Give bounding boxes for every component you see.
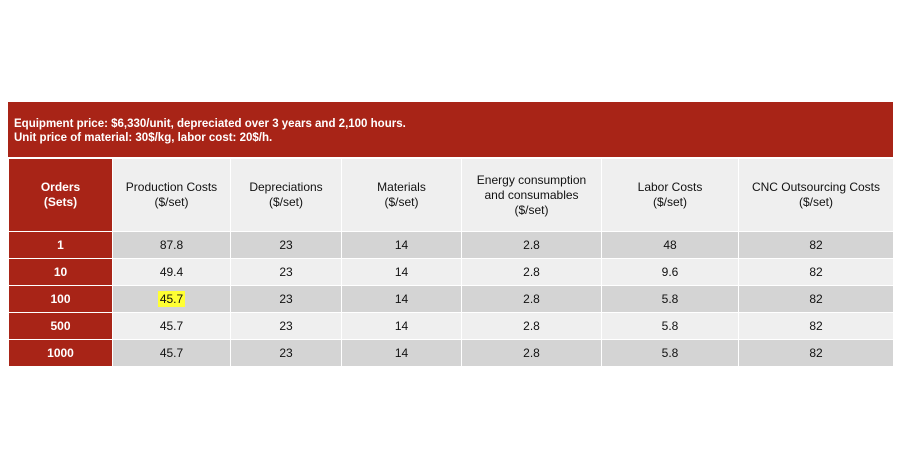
table-row: 1000 45.7 23 14 2.8 5.8 82 [8,339,894,367]
materials-cell: 14 [341,258,462,286]
orders-cell: 1 [8,231,113,259]
energy-cell: 2.8 [461,285,602,313]
depreciation-cell: 23 [230,285,342,313]
materials-cell: 14 [341,285,462,313]
table-row: 500 45.7 23 14 2.8 5.8 82 [8,312,894,340]
highlighted-value: 45.7 [157,291,186,307]
header-labor-costs: Labor Costs ($/set) [601,158,739,232]
energy-cell: 2.8 [461,258,602,286]
energy-cell: 2.8 [461,312,602,340]
orders-cell: 500 [8,312,113,340]
depreciation-cell: 23 [230,258,342,286]
depreciation-cell: 23 [230,339,342,367]
labor-cell: 9.6 [601,258,739,286]
table-row: 10 49.4 23 14 2.8 9.6 82 [8,258,894,286]
unit-price-note: Unit price of material: 30$/kg, labor co… [14,132,273,144]
materials-cell: 14 [341,339,462,367]
header-production-costs: Production Costs ($/set) [112,158,231,232]
cnc-cell: 82 [738,258,894,286]
equipment-price-note: Equipment price: $6,330/unit, depreciate… [14,118,406,130]
header-cnc-outsourcing: CNC Outsourcing Costs ($/set) [738,158,894,232]
energy-cell: 2.8 [461,231,602,259]
energy-cell: 2.8 [461,339,602,367]
production-cost-cell: 45.7 [112,312,231,340]
orders-cell: 10 [8,258,113,286]
cost-table: Orders (Sets) Production Costs ($/set) D… [8,158,894,367]
header-row: Orders (Sets) Production Costs ($/set) D… [8,158,894,232]
production-cost-cell: 45.7 [112,285,231,313]
labor-cell: 48 [601,231,739,259]
header-depreciations: Depreciations ($/set) [230,158,342,232]
labor-cell: 5.8 [601,312,739,340]
cnc-cell: 82 [738,285,894,313]
table-row: 100 45.7 23 14 2.8 5.8 82 [8,285,894,313]
depreciation-cell: 23 [230,312,342,340]
header-orders: Orders (Sets) [8,158,113,232]
depreciation-cell: 23 [230,231,342,259]
orders-cell: 100 [8,285,113,313]
production-cost-cell: 87.8 [112,231,231,259]
info-banner: Equipment price: $6,330/unit, depreciate… [8,102,893,157]
labor-cell: 5.8 [601,339,739,367]
materials-cell: 14 [341,231,462,259]
orders-cell: 1000 [8,339,113,367]
labor-cell: 5.8 [601,285,739,313]
production-cost-cell: 45.7 [112,339,231,367]
production-cost-cell: 49.4 [112,258,231,286]
cnc-cell: 82 [738,339,894,367]
header-materials: Materials ($/set) [341,158,462,232]
cnc-cell: 82 [738,312,894,340]
header-energy: Energy consumption and consumables ($/se… [461,158,602,232]
table-row: 1 87.8 23 14 2.8 48 82 [8,231,894,259]
materials-cell: 14 [341,312,462,340]
cnc-cell: 82 [738,231,894,259]
